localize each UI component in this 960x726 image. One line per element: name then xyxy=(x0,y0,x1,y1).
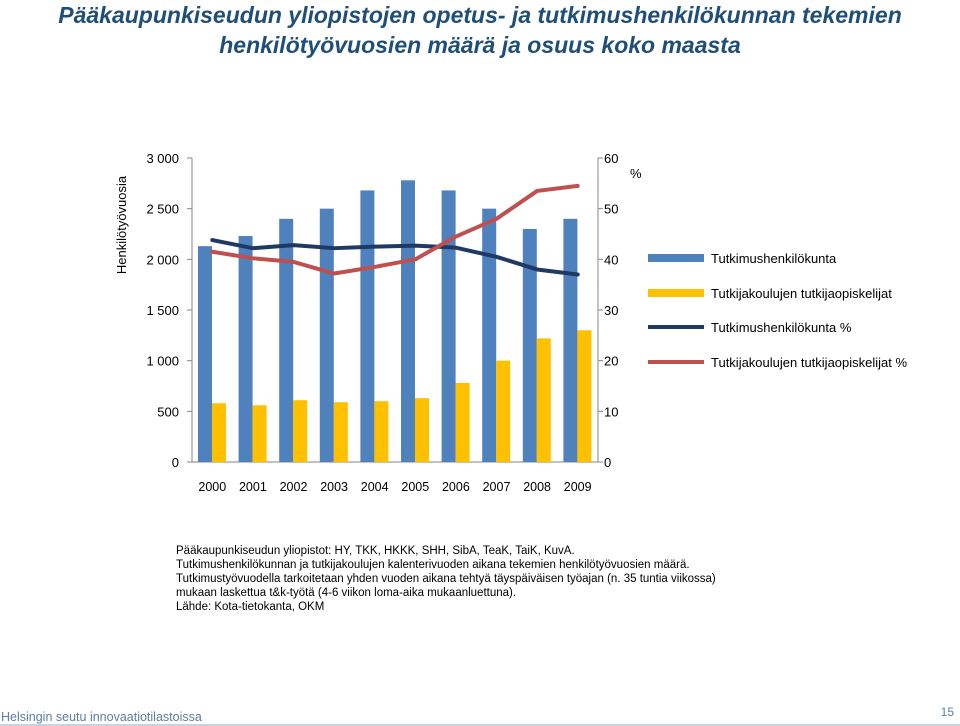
legend-label: Tutkijakoulujen tutkijaopiskelijat xyxy=(711,286,892,301)
bar-tutkimushenkilokunta xyxy=(522,228,537,462)
note-line-1: Pääkaupunkiseudun yliopistot: HY, TKK, H… xyxy=(176,545,575,557)
bar-tutkimushenkilokunta xyxy=(563,218,578,462)
legend-label: Tutkijakoulujen tutkijaopiskelijat % xyxy=(711,355,908,370)
legend-swatch xyxy=(648,254,704,262)
note-line-3: Tutkimustyövuodella tarkoitetaan yhden v… xyxy=(176,573,716,585)
y-left-tick-label: 2 500 xyxy=(146,202,179,217)
y-left-tick-label: 1 000 xyxy=(146,354,179,369)
legend-label: Tutkimushenkilökunta % xyxy=(711,320,852,335)
x-tick-label: 2005 xyxy=(401,480,429,494)
footer-divider xyxy=(0,724,960,726)
x-tick-label: 2004 xyxy=(361,480,389,494)
legend-label: Tutkimushenkilökunta xyxy=(711,251,837,266)
title-line-2: henkilötyövuosien määrä ja osuus koko ma… xyxy=(219,32,741,58)
line-tutkijaopiskelijat-pct xyxy=(210,183,580,276)
y-right-tick-label: 10 xyxy=(604,404,618,419)
bar-tutkimushenkilokunta xyxy=(360,190,375,462)
y-left-tick-label: 500 xyxy=(157,404,179,419)
y-right-tick-label: 30 xyxy=(604,303,618,318)
y-right-tick-label: 60 xyxy=(604,151,618,166)
bar-tutkimushenkilokunta xyxy=(482,208,497,462)
x-tick-label: 2003 xyxy=(320,480,348,494)
x-tick-label: 2007 xyxy=(483,480,511,494)
x-tick-label: 2009 xyxy=(564,480,592,494)
y-right-tick-label: 50 xyxy=(604,202,618,217)
page-number: 15 xyxy=(940,705,954,719)
y-right-tick-label: 0 xyxy=(604,455,611,470)
bar-tutkijaopiskelijat xyxy=(455,382,470,462)
bar-tutkijaopiskelijat xyxy=(333,402,348,462)
combo-chart: 0 500 1 000 1 500 2 000 2 500 3 000 0 10 20 30 40 50… xyxy=(114,151,908,494)
bar-tutkimushenkilokunta xyxy=(238,236,253,462)
bar-tutkijaopiskelijat xyxy=(577,330,592,462)
bar-tutkijaopiskelijat xyxy=(415,398,429,462)
footer-source-label: Helsingin seutu innovaatiotilastoissa xyxy=(1,710,202,724)
legend-swatch xyxy=(648,289,704,297)
bar-tutkimushenkilokunta xyxy=(198,246,212,462)
y-left-tick-label: 2 000 xyxy=(146,252,179,267)
bar-tutkimushenkilokunta xyxy=(441,190,456,462)
y-left-tick-label: 1 500 xyxy=(146,303,179,318)
bar-tutkijaopiskelijat xyxy=(536,338,551,462)
bar-tutkijaopiskelijat xyxy=(374,401,389,462)
x-tick-label: 2001 xyxy=(239,480,267,494)
y-left-tick-label: 0 xyxy=(172,455,179,470)
chart-title: Pääkaupunkiseudun yliopistojen opetus- j… xyxy=(0,0,960,60)
y-left-tick-label: 3 000 xyxy=(146,151,179,166)
bar-tutkijaopiskelijat xyxy=(496,360,511,462)
x-tick-label: 2002 xyxy=(280,480,308,494)
x-tick-label: 2008 xyxy=(523,480,551,494)
y2-axis-label: % xyxy=(630,166,642,181)
note-line-5: Lähde: Kota-tietokanta, OKM xyxy=(176,601,325,613)
y-right-tick-label: 40 xyxy=(604,252,618,267)
note-line-4: mukaan laskettua t&k-työtä (4-6 viikon l… xyxy=(176,587,517,599)
x-tick-label: 2000 xyxy=(198,480,226,494)
bar-tutkimushenkilokunta xyxy=(401,180,415,462)
note-line-2: Tutkimushenkilökunnan ja tutkijakoulujen… xyxy=(176,559,690,571)
line-tutkimushenkilokunta-pct xyxy=(210,238,580,277)
y-axis-label: Henkilötyövuosia xyxy=(114,175,129,274)
bar-tutkimushenkilokunta xyxy=(279,218,294,462)
y-right-tick-label: 20 xyxy=(604,354,618,369)
title-line-1: Pääkaupunkiseudun yliopistojen opetus- j… xyxy=(58,2,902,28)
x-tick-label: 2006 xyxy=(442,480,470,494)
chart-notes: Pääkaupunkiseudun yliopistot: HY, TKK, H… xyxy=(176,544,916,614)
bar-tutkijaopiskelijat xyxy=(212,403,226,462)
bar-tutkijaopiskelijat xyxy=(293,400,308,462)
bar-tutkijaopiskelijat xyxy=(252,405,267,462)
